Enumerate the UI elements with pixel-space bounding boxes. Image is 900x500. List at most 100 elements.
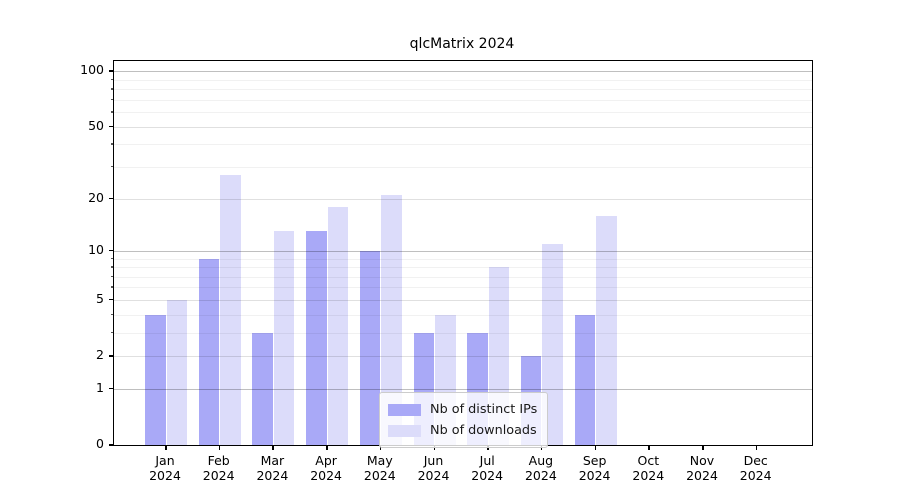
- gridline-9: [114, 258, 812, 260]
- gridline-10: [114, 250, 812, 252]
- y-minor-tick-mark-40: [110, 143, 113, 145]
- y-tick-mark-50: [109, 125, 113, 128]
- x-tick-year: 2024: [202, 468, 235, 483]
- bar-downloads-mar: [273, 231, 295, 445]
- x-tick-label-apr: Apr 2024: [296, 453, 356, 483]
- bar-downloads-jan: [166, 299, 187, 445]
- gridline-2: [114, 356, 812, 357]
- x-tick-mark-mar: [272, 445, 274, 450]
- x-tick-mark-feb: [218, 445, 221, 450]
- bar-distinct-ips-mar: [252, 332, 273, 445]
- chart-title: qlcMatrix 2024: [409, 36, 515, 52]
- x-tick-month: Oct: [637, 453, 660, 468]
- gridline-5: [114, 299, 812, 301]
- y-tick-label-20: 20: [88, 189, 104, 205]
- x-tick-mark-jan: [165, 445, 167, 450]
- y-minor-tick-mark-70: [110, 98, 113, 101]
- x-tick-month: Aug: [528, 453, 554, 468]
- y-tick-mark-100: [109, 70, 113, 72]
- x-tick-mark-nov: [702, 445, 704, 450]
- x-tick-year: 2024: [417, 468, 450, 483]
- gridline-90: [114, 79, 812, 81]
- y-tick-label-1: 1: [96, 379, 104, 395]
- x-tick-label-jul: Jul 2024: [457, 453, 517, 483]
- bar-downloads-sep: [596, 215, 617, 445]
- gridline-60: [114, 112, 812, 114]
- bar-distinct-ips-may: [359, 250, 381, 445]
- gridline-80: [114, 89, 812, 91]
- y-tick-label-50: 50: [88, 117, 104, 133]
- y-minor-tick-mark-60: [110, 111, 113, 113]
- gridline-4: [114, 314, 812, 316]
- legend-label-distinct-ips: Nb of distinct IPs: [430, 402, 538, 417]
- y-tick-mark-20: [109, 197, 113, 199]
- gridline-8: [114, 267, 812, 269]
- bar-downloads-apr: [327, 206, 349, 445]
- bar-downloads-feb: [220, 175, 241, 445]
- x-tick-year: 2024: [739, 468, 772, 483]
- plot-area: Nb of distinct IPs Nb of downloads: [113, 60, 813, 448]
- x-tick-mark-dec: [755, 445, 758, 450]
- y-minor-tick-mark-4: [110, 313, 113, 316]
- y-tick-mark-10: [109, 249, 113, 252]
- bar-distinct-ips-feb: [198, 258, 220, 445]
- x-tick-label-may: May 2024: [350, 453, 410, 483]
- x-tick-label-dec: Dec 2024: [726, 453, 786, 483]
- x-tick-month: Nov: [689, 453, 715, 468]
- y-minor-tick-mark-30: [110, 165, 113, 168]
- x-tick-year: 2024: [310, 468, 342, 483]
- x-tick-month: Jan: [155, 453, 175, 468]
- gridline-7: [114, 276, 812, 278]
- x-tick-month: Sep: [582, 453, 607, 468]
- x-tick-year: 2024: [632, 468, 665, 483]
- bar-distinct-ips-jan: [145, 314, 166, 445]
- legend-item-distinct-ips: Nb of distinct IPs: [388, 399, 537, 420]
- bar-distinct-ips-sep: [574, 314, 596, 445]
- gridline-3: [114, 332, 812, 334]
- x-tick-year: 2024: [256, 468, 289, 483]
- gridline-40: [114, 144, 812, 146]
- legend-swatch-distinct-ips: [388, 403, 421, 416]
- x-tick-label-jun: Jun 2024: [404, 453, 464, 483]
- x-tick-year: 2024: [524, 468, 557, 483]
- x-tick-mark-oct: [648, 445, 650, 450]
- y-tick-mark-0: [109, 444, 113, 446]
- y-minor-tick-mark-9: [110, 257, 113, 260]
- x-tick-month: Apr: [315, 453, 337, 468]
- gridline-50: [114, 126, 812, 128]
- x-tick-mark-apr: [326, 445, 328, 450]
- x-tick-label-sep: Sep 2024: [565, 453, 625, 483]
- gridline-6: [114, 287, 812, 289]
- x-tick-year: 2024: [471, 468, 504, 483]
- bar-distinct-ips-apr: [306, 231, 327, 445]
- x-tick-label-jan: Jan 2024: [135, 453, 195, 483]
- bar-downloads-may: [381, 194, 402, 445]
- legend-label-downloads: Nb of downloads: [430, 423, 537, 438]
- y-minor-tick-mark-7: [110, 275, 113, 278]
- y-tick-label-10: 10: [88, 241, 104, 257]
- x-tick-month: Jun: [423, 453, 444, 468]
- legend: Nb of distinct IPs Nb of downloads: [379, 392, 549, 448]
- y-minor-tick-mark-90: [110, 78, 113, 81]
- x-tick-year: 2024: [363, 468, 396, 483]
- x-tick-label-mar: Mar 2024: [242, 453, 302, 483]
- y-minor-tick-mark-80: [110, 88, 113, 90]
- x-tick-year: 2024: [149, 468, 181, 483]
- x-tick-year: 2024: [686, 468, 718, 483]
- x-tick-month: Feb: [207, 453, 230, 468]
- y-tick-mark-5: [109, 298, 113, 301]
- x-tick-mark-sep: [594, 445, 597, 450]
- gridline-30: [114, 166, 812, 168]
- gridline-20: [114, 198, 812, 200]
- x-tick-month: Jul: [479, 453, 495, 468]
- gridline-70: [114, 99, 812, 101]
- x-tick-year: 2024: [578, 468, 611, 483]
- y-tick-label-5: 5: [96, 290, 104, 306]
- x-tick-label-nov: Nov 2024: [672, 453, 732, 483]
- x-tick-month: Mar: [260, 453, 285, 468]
- x-tick-month: Dec: [743, 453, 768, 468]
- y-minor-tick-mark-6: [110, 286, 113, 288]
- legend-item-downloads: Nb of downloads: [388, 420, 537, 441]
- y-tick-mark-2: [109, 355, 113, 357]
